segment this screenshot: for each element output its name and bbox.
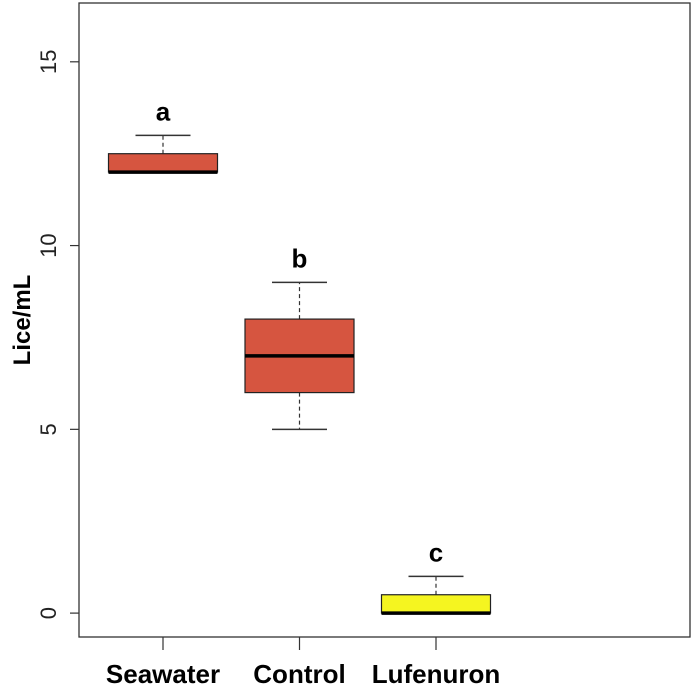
significance-letter: b [292,243,308,273]
plot-frame [78,2,691,638]
x-tick-label: Control [253,659,345,689]
x-tick-label: Lufenuron [372,659,501,689]
box-control: b [244,243,355,431]
significance-letter: a [156,96,171,126]
y-tick-label: 10 [36,233,61,257]
y-tick-label: 0 [36,607,61,619]
x-tick-label: Seawater [106,659,220,689]
box [107,153,219,173]
box-seawater: a [107,96,219,174]
y-tick-label: 15 [36,50,61,74]
box-lufenuron: c [380,537,492,615]
y-tick-label: 5 [36,423,61,435]
significance-letter: c [429,537,443,567]
y-axis-label: Lice/mL [9,275,36,366]
box [380,594,492,614]
